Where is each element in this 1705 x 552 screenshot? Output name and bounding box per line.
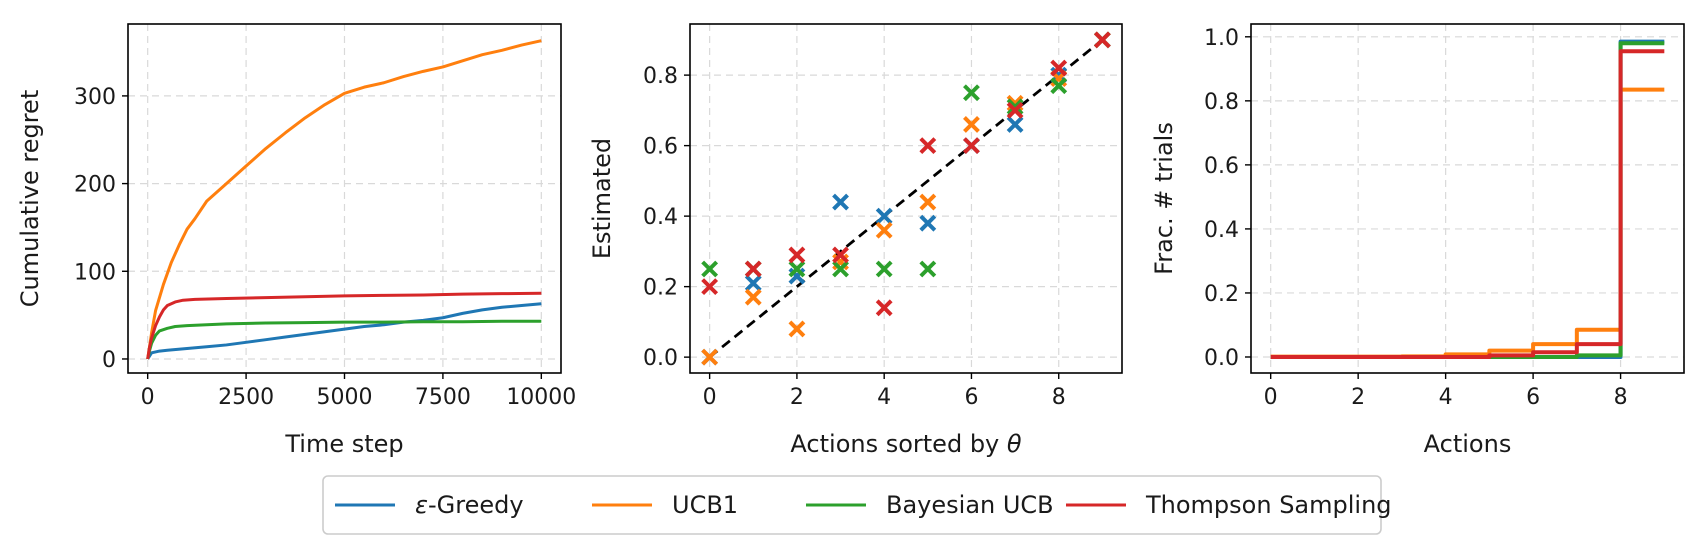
scatter-point-ucb1 xyxy=(701,348,719,366)
theta-symbol: θ xyxy=(1007,430,1022,458)
x-tick-label: 8 xyxy=(1052,385,1066,410)
y-tick-label: 0.8 xyxy=(643,64,678,89)
y-axis-label: Estimated xyxy=(588,138,616,259)
legend-label-thompson: Thompson Sampling xyxy=(1145,491,1392,519)
y-tick-label: 0.6 xyxy=(643,135,678,160)
x-tick-label: 8 xyxy=(1614,385,1628,410)
scatter-point-ucb1 xyxy=(875,221,893,239)
series-line-thompson xyxy=(1270,49,1665,359)
scatter-point-eps_greedy xyxy=(875,207,893,225)
series-line-bayes_ucb xyxy=(146,319,542,360)
scatter-point-thompson xyxy=(1050,59,1068,77)
grid xyxy=(690,24,1122,373)
scatter-point-eps_greedy xyxy=(832,193,849,211)
x-tick-label: 2 xyxy=(790,385,804,410)
legend-label-ucb1: UCB1 xyxy=(672,491,738,519)
scatter-point-bayes_ucb xyxy=(919,260,937,278)
scatter-point-ucb1 xyxy=(919,193,937,211)
y-tick-label: 0.2 xyxy=(643,276,678,301)
scatter-point-bayes_ucb xyxy=(788,260,806,278)
scatter-point-eps_greedy xyxy=(919,214,937,232)
scatter-point-thompson xyxy=(875,299,893,317)
scatter-point-bayes_ucb xyxy=(875,260,893,278)
x-tick-label: 0 xyxy=(1264,385,1278,410)
trials-panel: 0 2 4 6 8 0.0 0.2 0.4 0.6 0.8 1.0 Actions Frac. # tr… xyxy=(1150,23,1685,458)
x-axis-label: Time step xyxy=(284,430,403,458)
series-line-ucb1 xyxy=(1270,87,1665,359)
y-tick-label: 0.4 xyxy=(643,205,678,230)
x-tick-label: 0 xyxy=(703,385,717,410)
ticks xyxy=(1245,36,1622,379)
y-tick-label: 0 xyxy=(102,348,116,373)
y-tick-label: 1.0 xyxy=(1204,26,1239,51)
estimates-panel: 0 2 4 6 8 0.0 0.2 0.4 0.6 0.8 Actions sorted by θ E… xyxy=(588,23,1123,458)
legend-label-eps_greedy: ε-Greedy xyxy=(415,491,524,519)
series-line-eps_greedy xyxy=(146,302,542,360)
y-tick-label: 0.2 xyxy=(1204,282,1239,307)
y-tick-label: 0.0 xyxy=(643,346,678,371)
plot-area xyxy=(1270,39,1665,359)
y-tick-label: 0.6 xyxy=(1204,154,1239,179)
scatter-point-thompson xyxy=(919,137,937,155)
grid xyxy=(128,24,561,373)
scatter-point-bayes_ucb xyxy=(963,84,980,102)
x-tick-label: 4 xyxy=(877,385,891,410)
y-tick-label: 100 xyxy=(74,260,116,285)
plot-area xyxy=(701,31,1111,366)
scatter-point-bayes_ucb xyxy=(1006,98,1024,116)
scatter-point-ucb1 xyxy=(744,288,762,306)
x-tick-label: 4 xyxy=(1439,385,1453,410)
series-line-ucb1 xyxy=(146,39,542,360)
x-tick-label: 7500 xyxy=(415,385,471,410)
axes-frame xyxy=(689,23,1123,374)
y-tick-label: 0.4 xyxy=(1204,218,1239,243)
series-line-thompson xyxy=(146,291,542,360)
scatter-point-bayes_ucb xyxy=(701,260,719,278)
scatter-point-bayes_ucb xyxy=(1050,77,1068,95)
x-axis-label: Actions sorted by θ xyxy=(790,430,1021,458)
scatter-point-eps_greedy xyxy=(1006,116,1024,133)
scatter-point-thompson xyxy=(832,246,849,264)
scatter-point-ucb1 xyxy=(963,116,980,133)
y-axis-label: Frac. # trials xyxy=(1150,122,1178,275)
reference-line xyxy=(708,38,1104,359)
y-tick-label: 0.8 xyxy=(1204,90,1239,115)
x-tick-label: 5000 xyxy=(317,385,373,410)
series-line-eps_greedy xyxy=(1270,39,1665,359)
scatter-point-ucb1 xyxy=(788,320,806,338)
x-tick-label: 0 xyxy=(141,385,155,410)
y-tick-label: 300 xyxy=(74,85,116,110)
x-tick-label: 6 xyxy=(1526,385,1540,410)
scatter-point-thompson xyxy=(1006,101,1024,119)
legend: ε-Greedy UCB1 Bayesian UCB Thompson Samplin… xyxy=(322,475,1392,535)
x-tick-label: 2500 xyxy=(218,385,274,410)
legend-label-text: -Greedy xyxy=(428,491,524,519)
x-tick-label: 2 xyxy=(1351,385,1365,410)
scatter-point-thompson xyxy=(701,278,719,296)
scatter-point-thompson xyxy=(1093,31,1111,49)
scatter-point-thompson xyxy=(744,260,762,278)
y-tick-label: 0.0 xyxy=(1204,346,1239,371)
epsilon-symbol: ε xyxy=(415,491,428,519)
scatter-point-thompson xyxy=(788,246,806,264)
x-axis-label: Actions xyxy=(1424,430,1512,458)
scatter-point-bayes_ucb xyxy=(832,260,849,278)
ticks xyxy=(684,74,1060,379)
legend-label-bayes_ucb: Bayesian UCB xyxy=(886,491,1054,519)
y-tick-label: 200 xyxy=(74,173,116,198)
plot-area xyxy=(146,39,542,360)
scatter-point-thompson xyxy=(963,137,980,155)
x-axis-label-text: Actions sorted by xyxy=(790,430,1006,458)
x-tick-label: 6 xyxy=(964,385,978,410)
ticks xyxy=(122,95,543,379)
regret-panel: 0 2500 5000 7500 10000 0 100 200 300 Time step Cum… xyxy=(16,23,576,458)
series-line-bayes_ucb xyxy=(1270,41,1665,359)
scatter-point-eps_greedy xyxy=(744,274,762,292)
axes-frame xyxy=(1250,23,1685,374)
y-axis-label: Cumulative regret xyxy=(16,90,44,307)
x-tick-label: 10000 xyxy=(506,385,576,410)
